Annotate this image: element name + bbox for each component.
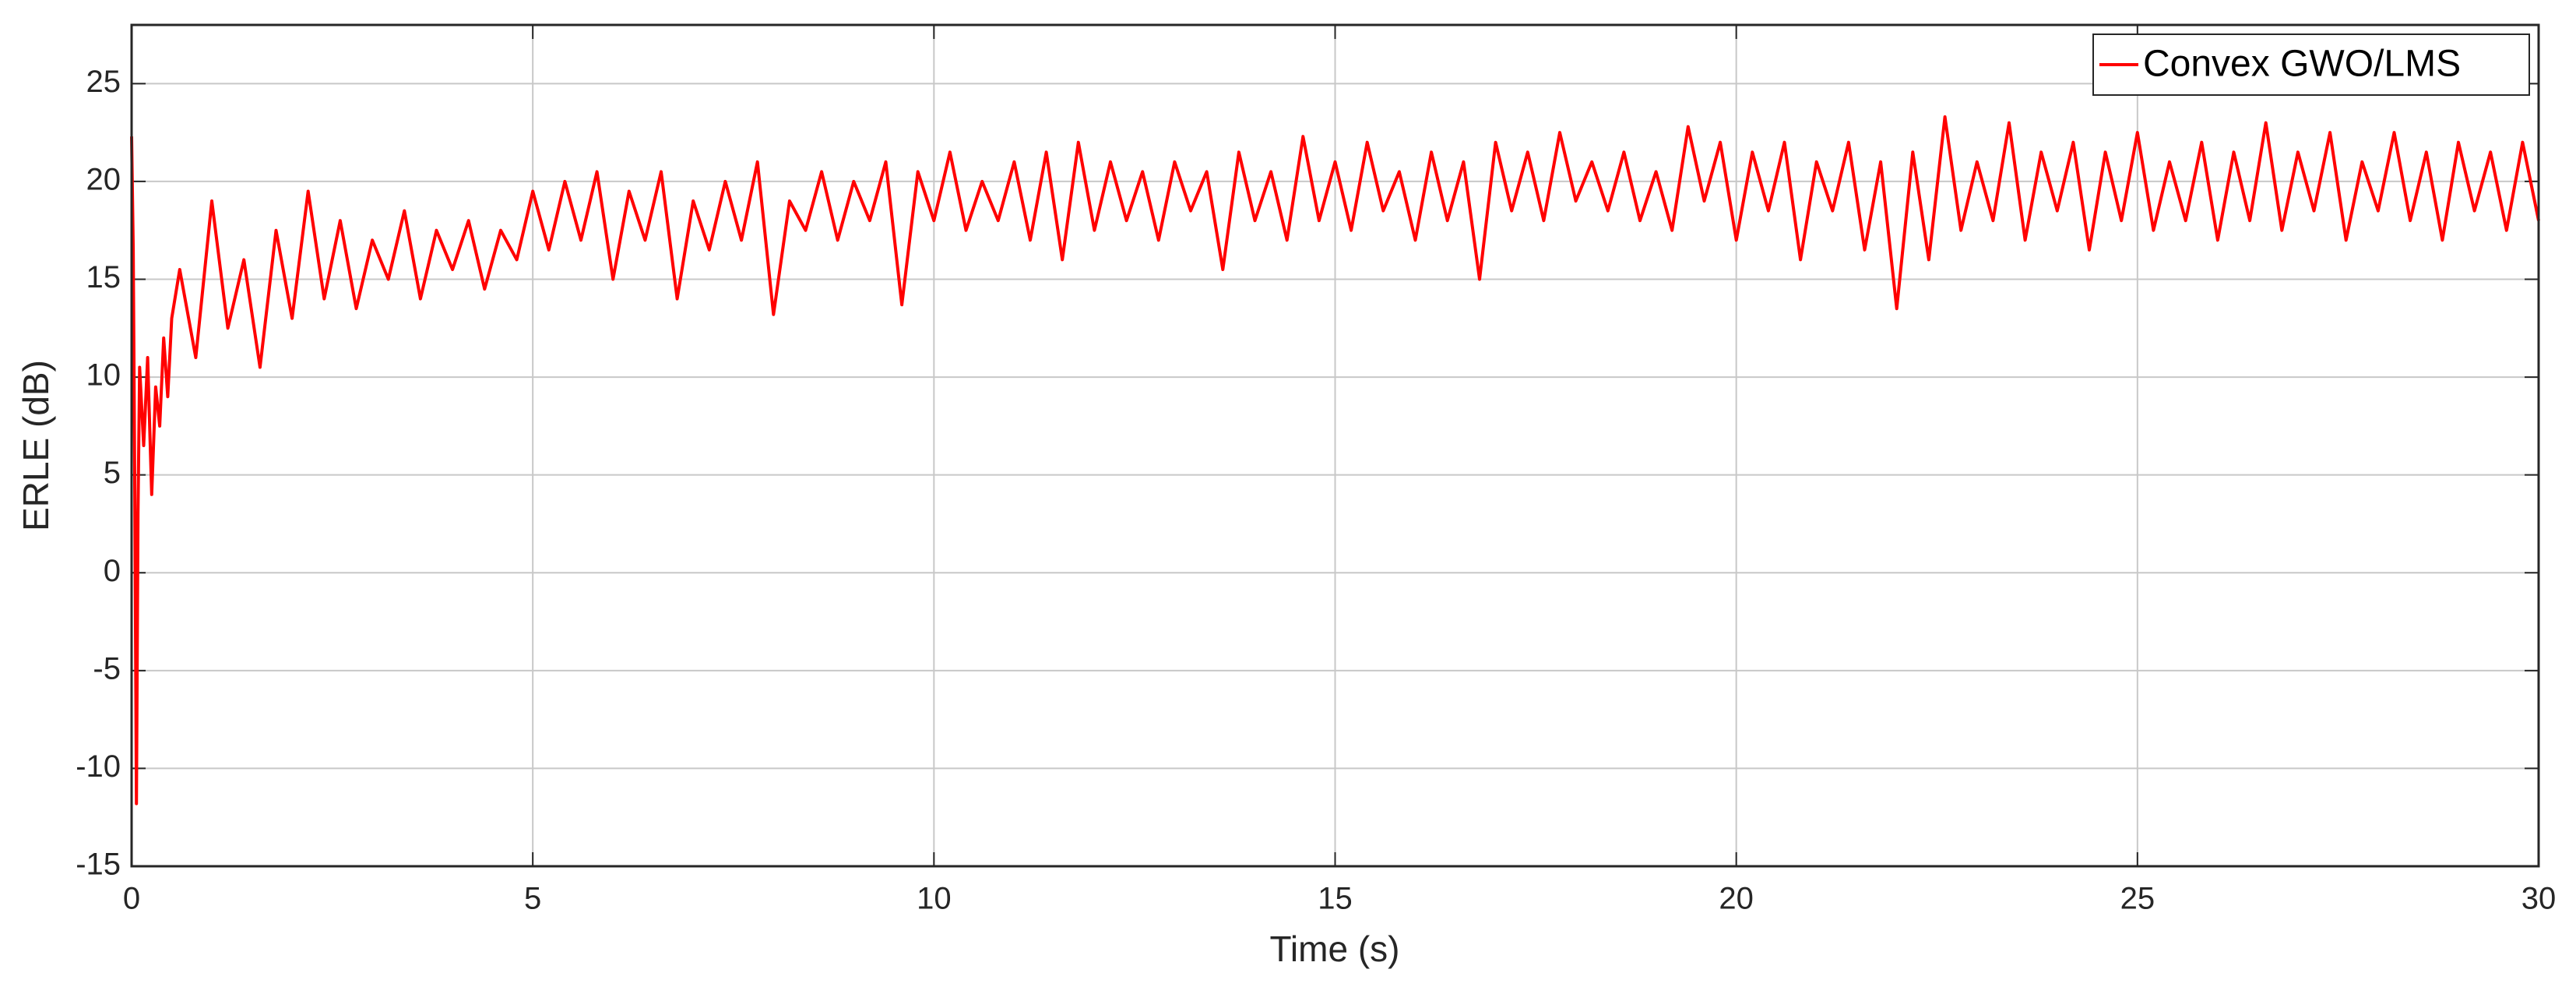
legend-label: Convex GWO/LMS — [2143, 44, 2461, 85]
y-tick-label: 15 — [86, 260, 121, 294]
x-axis-label: Time (s) — [1270, 929, 1400, 969]
x-tick-label: 30 — [2521, 882, 2557, 916]
x-tick-label: 25 — [2120, 882, 2155, 916]
y-tick-label: -10 — [76, 749, 121, 784]
legend-box — [2092, 33, 2530, 96]
y-tick-label: 20 — [86, 162, 121, 196]
x-tick-label: 0 — [123, 882, 140, 916]
y-tick-label: 10 — [86, 358, 121, 393]
x-tick-label: 15 — [1318, 882, 1353, 916]
x-tick-label: 5 — [524, 882, 541, 916]
y-tick-label: 0 — [104, 554, 121, 588]
x-tick-label: 10 — [917, 882, 952, 916]
data-line — [130, 115, 2540, 805]
y-tick-label: -5 — [93, 651, 121, 686]
x-tick-label: 20 — [1719, 882, 1754, 916]
y-tick-label: 5 — [104, 456, 121, 490]
y-tick-label: 25 — [86, 65, 121, 99]
axes-box — [130, 23, 2540, 868]
y-tick-label: -15 — [76, 848, 121, 882]
y-axis-label: ERLE (dB) — [16, 360, 56, 531]
